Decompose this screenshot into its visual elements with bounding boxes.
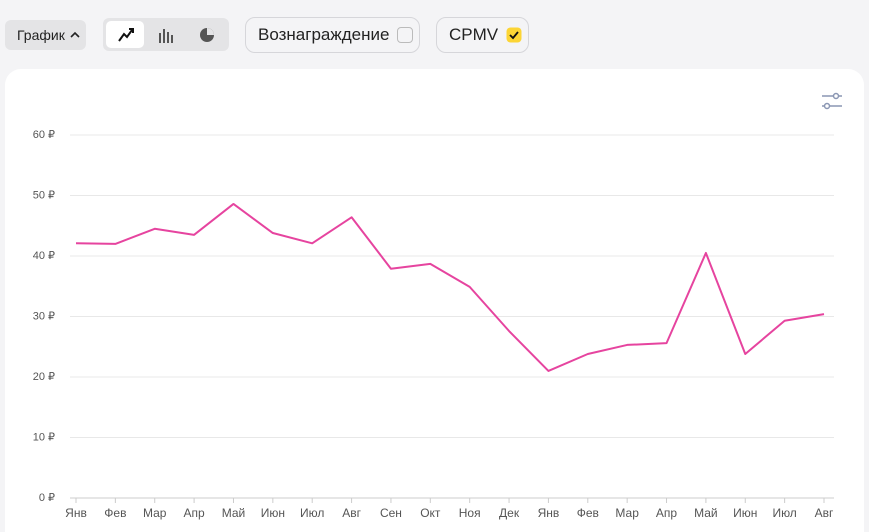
- x-tick-label: Июн: [733, 506, 757, 520]
- settings-icon[interactable]: [822, 92, 842, 110]
- x-tick-label: Июл: [300, 506, 324, 520]
- view-button[interactable]: График: [5, 20, 86, 50]
- x-tick-label: Фев: [104, 506, 126, 520]
- x-tick-label: Авг: [815, 506, 834, 520]
- bar-type-button[interactable]: [155, 23, 179, 47]
- x-tick-label: Янв: [538, 506, 560, 520]
- chart-type-switch: [103, 18, 229, 51]
- pie-type-button[interactable]: [196, 24, 218, 46]
- x-tick-label: Янв: [65, 506, 87, 520]
- x-tick-label: Июл: [772, 506, 796, 520]
- y-tick-label: 30 ₽: [33, 310, 55, 322]
- x-tick-label: Сен: [380, 506, 402, 520]
- x-tick-label: Апр: [184, 506, 206, 520]
- series-line: [75, 202, 825, 372]
- y-tick-label: 60 ₽: [33, 129, 55, 141]
- y-tick-label: 20 ₽: [33, 371, 55, 383]
- x-tick-label: Мар: [615, 506, 639, 520]
- chart-card: [5, 69, 864, 532]
- y-tick-label: 0 ₽: [39, 492, 55, 504]
- x-tick-label: Дек: [499, 506, 520, 520]
- x-tick-label: Июн: [261, 506, 285, 520]
- x-tick-label: Апр: [656, 506, 678, 520]
- y-tick-label: 10 ₽: [33, 431, 55, 443]
- x-tick-label: Окт: [420, 506, 441, 520]
- x-tick-label: Авг: [342, 506, 361, 520]
- cpmv-checkbox[interactable]: [506, 27, 522, 43]
- line-icon: [118, 28, 134, 42]
- x-tick-label: Фев: [577, 506, 599, 520]
- line-type-button[interactable]: [106, 21, 144, 48]
- caret: [70, 31, 80, 38]
- view-button-label: График: [17, 27, 65, 43]
- x-tick-label: Май: [222, 506, 246, 520]
- x-tick-label: Мар: [143, 506, 167, 520]
- y-tick-label: 40 ₽: [33, 250, 55, 262]
- reward-label: Вознаграждение: [258, 25, 390, 44]
- reward-toggle[interactable]: Вознаграждение: [245, 17, 420, 53]
- cpmv-toggle[interactable]: CPMV: [436, 17, 529, 53]
- y-tick-label: 50 ₽: [33, 189, 55, 201]
- cpmv-label: CPMV: [449, 25, 499, 44]
- x-tick-label: Май: [694, 506, 718, 520]
- x-tick-label: Ноя: [459, 506, 481, 520]
- reward-checkbox[interactable]: [397, 27, 414, 43]
